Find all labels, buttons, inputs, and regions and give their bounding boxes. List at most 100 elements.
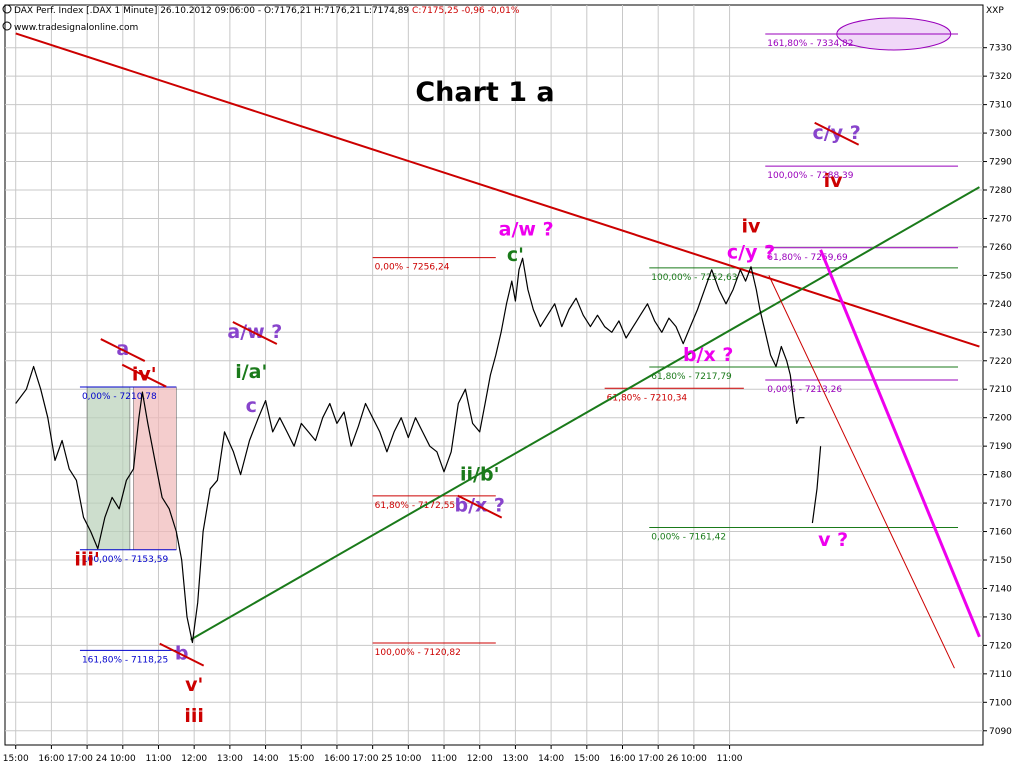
fib-level-label: 100,00% - 7288,39 [767, 171, 854, 181]
y-tick-label: 7290 [989, 158, 1012, 168]
fib-level-label: 0,00% - 7213,26 [767, 385, 842, 395]
trend-lines [15, 32, 981, 669]
x-tick-label: 11:00 [717, 754, 743, 764]
x-tick-label: 10:00 [395, 754, 421, 764]
wave-label: c/y ? [727, 241, 775, 263]
chart-title: Chart 1 a [415, 77, 554, 108]
wave-label: iv [742, 216, 762, 238]
strike-mark [814, 121, 860, 146]
x-tick-label: 16:00 [610, 754, 636, 764]
chart-header: DAX Perf. Index [.DAX 1 Minute] 26.10.20… [2, 4, 1004, 33]
copyright-icon [2, 21, 12, 31]
wave-label: a/w ? [499, 219, 554, 241]
y-tick-label: 7200 [989, 414, 1012, 424]
x-tick-label: 14:00 [538, 754, 564, 764]
fib-level-label: 0,00% - 7210,78 [82, 392, 157, 402]
wave-label: iii' [74, 549, 99, 571]
strike-mark [159, 642, 205, 667]
range-box [133, 386, 177, 551]
trend-line [819, 249, 981, 638]
y-tick-label: 7100 [989, 698, 1012, 708]
y-tick-label: 7180 [989, 471, 1012, 481]
strike-mark [121, 363, 167, 388]
y-tick-label: 7130 [989, 613, 1012, 623]
header-quote: DAX Perf. Index [.DAX 1 Minute] 26.10.20… [14, 6, 520, 16]
x-tick-label: 12:00 [181, 754, 207, 764]
y-tick-label: 7270 [989, 214, 1012, 224]
fib-level-label: 61,80% - 7210,34 [607, 393, 688, 403]
y-tick-label: 7150 [989, 556, 1012, 566]
x-tick-label: 11:00 [431, 754, 457, 764]
range-box [86, 386, 131, 551]
fib-level-label: 61,80% - 7217,79 [651, 372, 732, 382]
y-tick-label: 7140 [989, 584, 1012, 594]
fib-level-label: 161,80% - 7118,25 [82, 655, 168, 665]
currency-label: XXP [986, 6, 1004, 16]
range-boxes [86, 17, 952, 551]
x-tick-label: 15:00 [3, 754, 29, 764]
fib-level-label: 100,00% - 7153,59 [82, 555, 169, 565]
strike-mark [457, 494, 503, 519]
trend-line [190, 186, 980, 641]
wave-label: b/x ? [683, 344, 733, 366]
y-axis: 7090 7100 7110 7120 7130 7140 7150 7160 7170 7180… [983, 44, 1012, 737]
price-line [15, 257, 805, 644]
strike-mark [100, 338, 146, 362]
y-tick-label: 7210 [989, 385, 1012, 395]
wave-label: i/a' [235, 361, 267, 383]
y-tick-label: 7320 [989, 72, 1012, 82]
y-tick-label: 7120 [989, 641, 1012, 651]
x-axis: 15:00 16:00 17:00 24 10:00 11:00 12:00 13:00 14… [3, 745, 743, 764]
plot-frame [4, 4, 984, 746]
price-series [15, 257, 822, 644]
x-tick-label: 14:00 [253, 754, 279, 764]
y-tick-label: 7240 [989, 300, 1012, 310]
y-tick-label: 7310 [989, 101, 1012, 111]
x-tick-label: 10:00 [681, 754, 707, 764]
wave-label: v' [185, 674, 203, 696]
strike-mark [232, 321, 278, 345]
fib-level-label: 0,00% - 7256,24 [375, 263, 450, 273]
trend-line [15, 32, 980, 348]
trend-line [768, 275, 955, 669]
fib-level-label: 61,80% - 7259,69 [767, 253, 848, 263]
y-tick-label: 7090 [989, 727, 1012, 737]
x-tick-label: 15:00 [288, 754, 314, 764]
wave-label: ii/b' [460, 463, 499, 485]
y-tick-label: 7330 [989, 44, 1012, 54]
fib-level-label: 161,80% - 7334,82 [767, 39, 853, 49]
wave-label: c' [507, 244, 524, 266]
price-line [811, 446, 822, 524]
y-tick-label: 7280 [989, 186, 1012, 196]
x-tick-label: 17:00 26 [638, 754, 679, 764]
wave-label: c [246, 395, 257, 417]
x-tick-label: 13:00 [217, 754, 243, 764]
fib-level-label: 100,00% - 7252,63 [651, 273, 737, 283]
fibonacci-levels: 0,00% - 7210,78 100,00% - 7153,59 161,80% … [79, 33, 959, 665]
header-source: www.tradesignalonline.com [14, 23, 138, 33]
x-tick-label: 15:00 [574, 754, 600, 764]
x-tick-label: 11:00 [146, 754, 172, 764]
x-tick-label: 10:00 [110, 754, 136, 764]
x-tick-label: 16:00 [324, 754, 350, 764]
fib-level-label: 0,00% - 7161,42 [651, 532, 726, 542]
wave-label: v ? [818, 529, 848, 551]
y-tick-label: 7110 [989, 670, 1012, 680]
x-tick-label: 16:00 [38, 754, 64, 764]
x-tick-label: 12:00 [467, 754, 493, 764]
info-icon[interactable] [2, 4, 12, 14]
fib-level-label: 100,00% - 7120,82 [375, 648, 461, 658]
x-tick-label: 17:00 24 [67, 754, 108, 764]
wave-label: iv [824, 170, 844, 192]
y-tick-label: 7230 [989, 328, 1012, 338]
y-tick-label: 7250 [989, 271, 1012, 281]
y-tick-label: 7160 [989, 528, 1012, 538]
y-tick-label: 7220 [989, 357, 1012, 367]
wave-label: iii [184, 705, 204, 727]
y-tick-label: 7170 [989, 499, 1012, 509]
x-tick-label: 17:00 25 [353, 754, 393, 764]
